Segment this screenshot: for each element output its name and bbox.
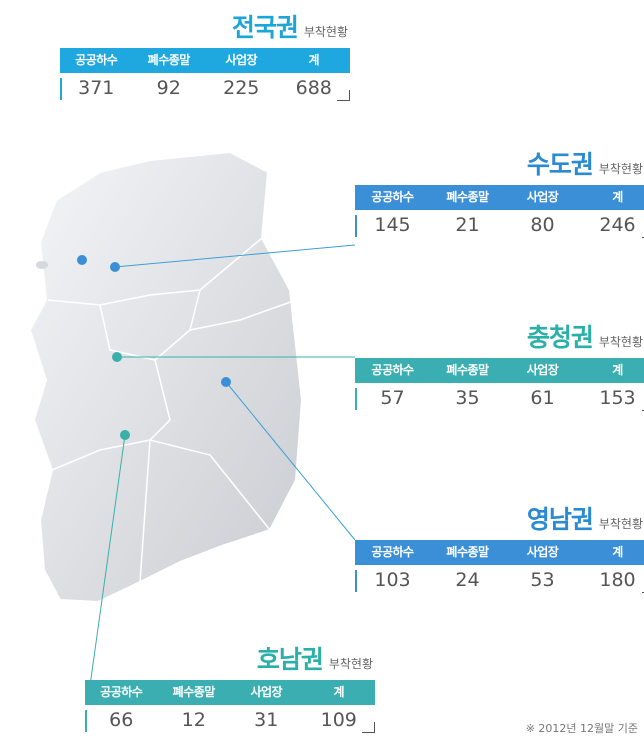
corner-mark (362, 722, 375, 733)
value-cell: 109 (320, 709, 357, 731)
value-cell: 688 (295, 77, 332, 99)
header-cell: 폐수종말 (147, 53, 191, 67)
island (36, 261, 48, 269)
region-borders (47, 237, 297, 583)
value-cell: 12 (181, 709, 206, 731)
region-name: 수도권 (526, 150, 594, 179)
value-cell: 35 (455, 387, 480, 409)
region-name: 영남권 (526, 505, 594, 534)
korea-shape (28, 150, 304, 604)
panel-title: 충청권 부착현황 (527, 318, 643, 354)
header-cell: 계 (612, 363, 623, 377)
header-cell: 계 (612, 190, 623, 204)
value-cell: 103 (374, 569, 411, 591)
value-cell: 371 (78, 77, 115, 99)
header-cell: 공공하수 (371, 545, 414, 559)
value-cell: 57 (380, 387, 405, 409)
table-values: 103 24 53 180 (355, 566, 644, 594)
value-cell: 80 (530, 214, 555, 236)
header-cell: 공공하수 (371, 190, 414, 204)
table-header: 공공하수 폐수종말 사업장 계 (355, 185, 644, 210)
left-bar (85, 710, 87, 732)
header-cell: 사업장 (225, 53, 258, 67)
header-cell: 사업장 (526, 190, 559, 204)
header-cell: 계 (308, 53, 320, 67)
corner-mark (337, 90, 350, 101)
leader-lines (87, 244, 356, 701)
header-cell: 공공하수 (371, 363, 414, 377)
panel-title: 호남권 부착현황 (257, 640, 373, 676)
header-cell: 공공하수 (100, 685, 143, 699)
region-name: 전국권 (231, 13, 299, 42)
dots (77, 255, 231, 440)
table-values: 57 35 61 153 (355, 384, 644, 412)
value-cell: 66 (109, 709, 134, 731)
value-cell: 225 (223, 77, 260, 99)
value-cell: 31 (254, 709, 279, 731)
corner-mark (642, 582, 644, 593)
table-header: 공공하수 폐수종말 사업장 계 (355, 358, 644, 383)
header-cell: 폐수종말 (172, 685, 216, 699)
header-cell: 폐수종말 (446, 363, 489, 377)
table-header: 공공하수 폐수종말 사업장 계 (60, 48, 350, 73)
value-cell: 145 (374, 214, 411, 236)
header-cell: 폐수종말 (446, 190, 489, 204)
subtitle: 부착현황 (598, 517, 643, 531)
table-values: 371 92 225 688 (60, 74, 350, 102)
table-header: 공공하수 폐수종말 사업장 계 (85, 680, 375, 705)
value-cell: 21 (455, 214, 480, 236)
subtitle: 부착현황 (598, 335, 643, 349)
left-bar (355, 570, 357, 592)
header-cell: 계 (333, 685, 345, 699)
left-bar (355, 215, 357, 237)
corner-mark (642, 400, 644, 411)
header-cell: 폐수종말 (446, 545, 489, 559)
subtitle: 부착현황 (303, 25, 348, 39)
header-cell: 사업장 (526, 363, 559, 377)
subtitle: 부착현황 (598, 162, 643, 176)
value-cell: 53 (530, 569, 555, 591)
value-cell: 180 (599, 569, 636, 591)
value-cell: 24 (455, 569, 480, 591)
subtitle: 부착현황 (328, 657, 373, 671)
table-values: 66 12 31 109 (85, 706, 375, 734)
region-name: 충청권 (526, 323, 594, 352)
table-values: 145 21 80 246 (355, 211, 644, 239)
value-cell: 246 (599, 214, 636, 236)
footnote: ※ 2012년 12월말 기준 (525, 722, 638, 735)
header-cell: 공공하수 (75, 53, 118, 67)
header-cell: 사업장 (250, 685, 283, 699)
left-bar (60, 78, 62, 100)
value-cell: 61 (530, 387, 555, 409)
panel-title: 영남권 부착현황 (527, 500, 643, 536)
value-cell: 92 (156, 77, 181, 99)
panel-title: 전국권 부착현황 (232, 8, 348, 44)
corner-mark (642, 227, 644, 238)
value-cell: 153 (599, 387, 636, 409)
table-header: 공공하수 폐수종말 사업장 계 (355, 540, 644, 565)
header-cell: 계 (612, 545, 623, 559)
panel-title: 수도권 부착현황 (527, 145, 643, 181)
region-name: 호남권 (256, 645, 324, 674)
header-cell: 사업장 (526, 545, 559, 559)
left-bar (355, 388, 357, 410)
